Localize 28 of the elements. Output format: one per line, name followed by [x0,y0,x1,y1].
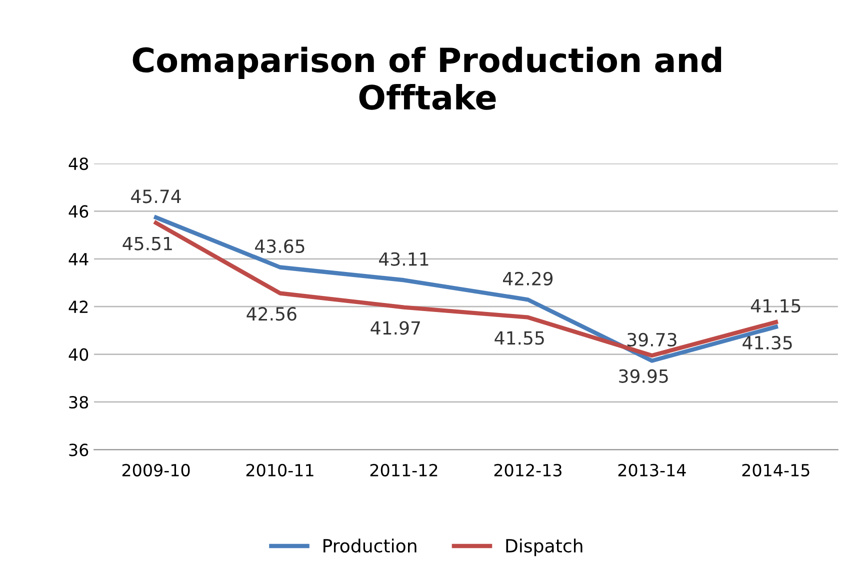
x-tick-label: 2009-10 [122,464,190,476]
data-label: 43.65 [255,239,304,254]
chart-title: Comaparison of Production and Offtake [132,46,722,110]
y-tick-label: 44 [68,253,88,266]
legend-label: Dispatch [506,538,582,556]
y-tick-label: 46 [68,205,88,218]
legend-label: Production [324,538,416,553]
y-tick-label: 36 [69,444,88,456]
data-label: 41.97 [370,321,420,335]
data-label: 45.51 [122,236,172,250]
x-tick-label: 2012-13 [494,464,562,476]
data-label: 43.11 [379,252,428,266]
y-tick-label: 48 [68,157,88,170]
x-tick-label: 2010-11 [246,464,314,476]
data-label: 45.74 [131,190,181,204]
data-label: 42.29 [503,272,553,286]
data-label: 41.15 [750,299,800,313]
data-label: 39.73 [627,332,676,347]
x-tick-label: 2014-15 [742,464,810,476]
x-tick-label: 2013-14 [618,464,686,476]
x-tick-label: 2011-12 [370,464,438,476]
data-label: 42.56 [246,307,296,321]
y-tick-label: 38 [69,396,88,409]
y-tick-label: 42 [68,300,88,313]
data-label: 39.95 [619,369,668,383]
y-tick-label: 40 [68,348,88,361]
data-label: 41.35 [742,336,792,350]
data-label: 41.55 [494,331,544,345]
